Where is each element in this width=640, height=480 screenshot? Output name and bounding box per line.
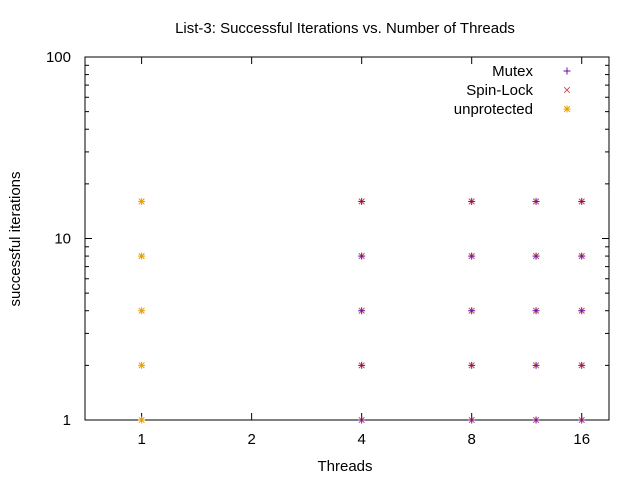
legend: Mutex Spin-Lock unprotected bbox=[454, 63, 571, 118]
legend-label: Mutex bbox=[492, 63, 533, 80]
y-tick-label: 10 bbox=[54, 231, 71, 248]
chart-title: List-3: Successful Iterations vs. Number… bbox=[175, 20, 515, 37]
x-tick-label: 16 bbox=[573, 431, 590, 448]
data-point-mutex bbox=[468, 197, 476, 205]
data-point-mutex bbox=[578, 307, 586, 315]
x-tick-label: 1 bbox=[137, 431, 145, 448]
data-point-mutex bbox=[358, 197, 366, 205]
data-point-unprotected bbox=[138, 416, 146, 424]
x-tick-label: 8 bbox=[468, 431, 476, 448]
y-tick-label: 1 bbox=[63, 412, 71, 429]
data-point-mutex bbox=[358, 252, 366, 260]
legend-marker bbox=[563, 86, 571, 94]
legend-marker bbox=[563, 105, 571, 113]
x-tick-label: 2 bbox=[247, 431, 255, 448]
legend-marker bbox=[563, 67, 571, 75]
data-point-mutex bbox=[532, 252, 540, 260]
x-tick-label: 4 bbox=[357, 431, 365, 448]
data-point-unprotected bbox=[138, 197, 146, 205]
data-point-mutex bbox=[468, 307, 476, 315]
data-point-unprotected bbox=[138, 361, 146, 369]
x-axis-label: Threads bbox=[317, 458, 372, 475]
legend-label: unprotected bbox=[454, 101, 533, 118]
data-point-mutex bbox=[358, 416, 366, 424]
y-tick-label: 100 bbox=[46, 49, 71, 66]
axis-ticks bbox=[85, 56, 609, 421]
data-point-mutex bbox=[578, 361, 586, 369]
data-point-mutex bbox=[532, 361, 540, 369]
data-point-mutex bbox=[358, 307, 366, 315]
data-point-mutex bbox=[578, 252, 586, 260]
data-point-mutex bbox=[468, 361, 476, 369]
data-point-mutex bbox=[358, 361, 366, 369]
data-point-mutex bbox=[532, 197, 540, 205]
data-point-mutex bbox=[578, 197, 586, 205]
data-point-unprotected bbox=[138, 252, 146, 260]
data-points bbox=[138, 197, 586, 424]
axis-tick-labels: 1 2 4 8 16 1 10 100 bbox=[46, 49, 590, 448]
data-point-mutex bbox=[468, 252, 476, 260]
data-point-mutex bbox=[578, 416, 586, 424]
y-axis-label: successful iterations bbox=[7, 171, 24, 306]
legend-label: Spin-Lock bbox=[466, 82, 533, 99]
data-point-mutex bbox=[532, 307, 540, 315]
data-point-mutex bbox=[532, 416, 540, 424]
data-point-mutex bbox=[468, 416, 476, 424]
data-point-unprotected bbox=[138, 307, 146, 315]
